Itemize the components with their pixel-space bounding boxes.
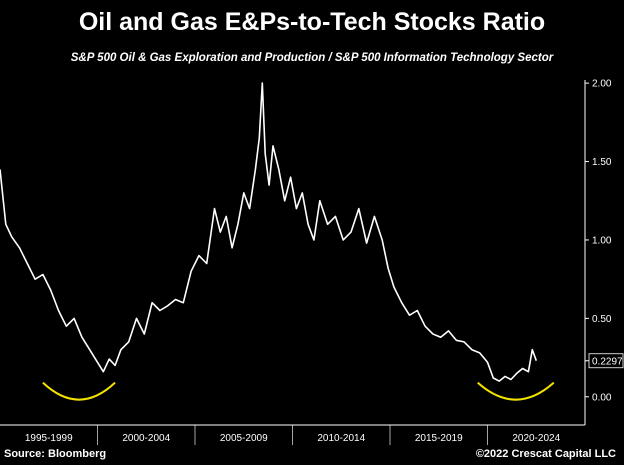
x-category-label: 2015-2019 (415, 433, 463, 444)
copyright-note: ©2022 Crescat Capital LLC (475, 448, 616, 460)
x-axis-categories: 1995-1999 2000-2004 2005-2009 2010-2014 2015… (25, 433, 561, 444)
last-value-label: 0.2297 (592, 356, 623, 367)
chart-title: Oil and Gas E&Ps-to-Tech Stocks Ratio (78, 8, 546, 36)
y-tick-label: 0.50 (592, 314, 612, 325)
y-tick-label: 1.00 (592, 235, 612, 246)
x-axis-separators (97, 425, 488, 445)
y-axis-ticks: 2.00 1.50 1.00 0.50 0.00 (585, 79, 612, 403)
y-tick-label: 2.00 (592, 79, 612, 90)
x-category-label: 1995-1999 (25, 433, 73, 444)
last-value-box (588, 353, 624, 369)
ratio-series-line (0, 82, 538, 382)
y-tick-label: 0.00 (592, 392, 612, 403)
x-category-label: 2020-2024 (512, 433, 560, 444)
x-category-label: 2000-2004 (122, 433, 170, 444)
chart-subtitle: S&P 500 Oil & Gas Exploration and Produc… (70, 52, 554, 64)
highlight-arc (477, 381, 555, 401)
highlight-arcs (42, 381, 555, 401)
x-category-label: 2010-2014 (317, 433, 365, 444)
source-note: Source: Bloomberg (4, 448, 107, 460)
last-value-marker: 0.2297 (585, 353, 624, 369)
y-tick-label: 1.50 (592, 157, 612, 168)
x-category-label: 2005-2009 (220, 433, 268, 444)
highlight-arc (42, 381, 116, 401)
